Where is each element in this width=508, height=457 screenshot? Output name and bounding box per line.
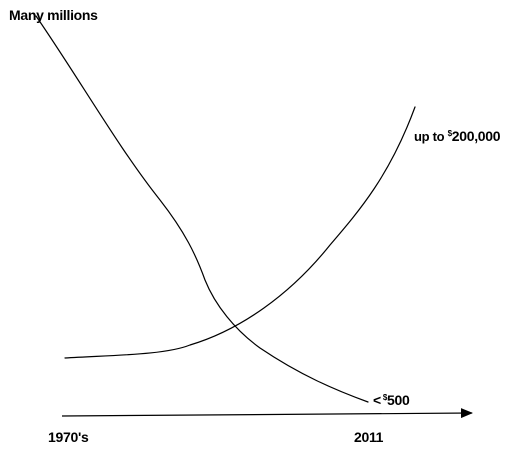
declining-label-amount: 500 (387, 392, 410, 408)
series-line-declining (35, 15, 369, 403)
declining-label-currency: $ (383, 393, 388, 402)
declining-label-prefix: < (373, 392, 381, 408)
rising-label-currency: $ (448, 129, 453, 138)
series-line-rising (64, 106, 416, 359)
rising-series-end-label: up to $200,000 (414, 128, 501, 144)
declining-series-end-label: < $500 (373, 392, 410, 408)
x-axis-arrow (61, 408, 473, 419)
rising-label-amount: 200,000 (452, 128, 501, 144)
rising-label-prefix: up to (414, 129, 448, 144)
x-tick-label-end: 2011 (354, 429, 384, 445)
x-tick-label-start: 1970's (48, 429, 89, 445)
start-value-label: Many millions (9, 7, 98, 23)
